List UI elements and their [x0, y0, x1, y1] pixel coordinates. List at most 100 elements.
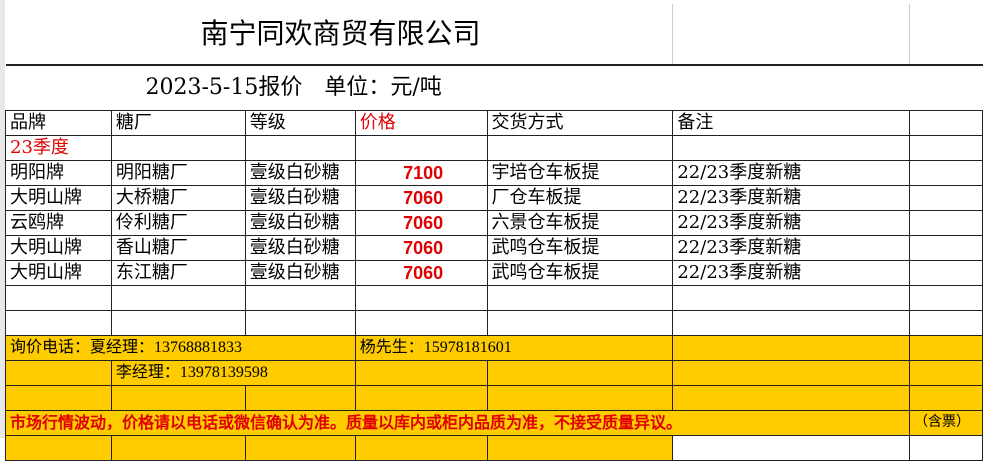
cell[interactable] — [672, 335, 911, 361]
header-notes[interactable]: 备注 — [672, 110, 911, 136]
cell-price[interactable]: 7100 — [354, 160, 488, 186]
cell-price[interactable]: 7060 — [354, 210, 488, 236]
header-grade[interactable]: 等级 — [244, 110, 356, 136]
cell[interactable] — [909, 285, 983, 311]
cell[interactable] — [486, 285, 674, 311]
cell[interactable] — [672, 310, 911, 336]
cell[interactable] — [244, 310, 356, 336]
cell-factory[interactable]: 大桥糖厂 — [110, 185, 246, 211]
cell-notes[interactable]: 22/23季度新糖 — [672, 160, 911, 186]
cell[interactable] — [354, 360, 488, 386]
cell-grade[interactable]: 壹级白砂糖 — [244, 260, 356, 286]
cell[interactable] — [486, 385, 674, 411]
cell-factory[interactable]: 明阳糖厂 — [110, 160, 246, 186]
cell-notes[interactable]: 22/23季度新糖 — [672, 185, 911, 211]
spreadsheet: 南宁同欢商贸有限公司 2023-5-15报价 单位：元/吨 品牌 糖厂 等级 价… — [4, 4, 983, 461]
cell-delivery[interactable]: 六景仓车板提 — [486, 210, 674, 236]
cell[interactable] — [110, 310, 246, 336]
cell[interactable] — [909, 260, 983, 286]
company-title[interactable]: 南宁同欢商贸有限公司 — [5, 4, 673, 66]
cell[interactable] — [354, 285, 488, 311]
cell[interactable] — [672, 385, 911, 411]
quote-subtitle[interactable]: 2023-5-15报价 单位：元/吨 — [145, 75, 442, 100]
cell[interactable] — [909, 335, 983, 361]
cell-delivery[interactable]: 武鸣仓车板提 — [486, 260, 674, 286]
cell[interactable] — [672, 4, 910, 66]
contact-xia[interactable]: 询价电话：夏经理：13768881833 — [5, 335, 356, 361]
cell[interactable] — [110, 285, 246, 311]
cell-factory[interactable]: 东江糖厂 — [110, 260, 246, 286]
cell[interactable] — [909, 235, 983, 261]
cell[interactable] — [486, 435, 674, 461]
cell[interactable] — [909, 310, 983, 336]
cell-notes[interactable]: 22/23季度新糖 — [672, 235, 911, 261]
contact-yang[interactable]: 杨先生：15978181601 — [354, 335, 674, 361]
cell[interactable] — [5, 310, 112, 336]
cell[interactable] — [5, 360, 112, 386]
cell[interactable] — [354, 310, 488, 336]
season-label[interactable]: 23季度 — [5, 135, 112, 161]
cell[interactable] — [672, 285, 911, 311]
cell-brand[interactable]: 大明山牌 — [5, 260, 112, 286]
cell-delivery[interactable]: 武鸣仓车板提 — [486, 235, 674, 261]
cell[interactable] — [909, 210, 983, 236]
cell-notes[interactable]: 22/23季度新糖 — [672, 260, 911, 286]
table-row: 大明山牌 东江糖厂 壹级白砂糖 7060 武鸣仓车板提 22/23季度新糖 — [5, 260, 983, 286]
cell-price[interactable]: 7060 — [354, 235, 488, 261]
cell-grade[interactable]: 壹级白砂糖 — [244, 235, 356, 261]
header-factory[interactable]: 糖厂 — [110, 110, 246, 136]
header-price[interactable]: 价格 — [354, 110, 488, 136]
price-table: 南宁同欢商贸有限公司 2023-5-15报价 单位：元/吨 品牌 糖厂 等级 价… — [4, 4, 983, 461]
cell[interactable] — [909, 185, 983, 211]
cell[interactable] — [5, 285, 112, 311]
disclaimer[interactable]: 市场行情波动，价格请以电话或微信确认为准。质量以库内或柜内品质为准，不接受质量异… — [4, 410, 911, 436]
cell[interactable] — [909, 110, 983, 136]
table-row: 大明山牌 大桥糖厂 壹级白砂糖 7060 厂仓车板提 22/23季度新糖 — [5, 185, 983, 211]
cell-factory[interactable]: 香山糖厂 — [110, 235, 246, 261]
cell-grade[interactable]: 壹级白砂糖 — [244, 160, 356, 186]
cell-delivery[interactable]: 厂仓车板提 — [486, 185, 674, 211]
cell-notes[interactable]: 22/23季度新糖 — [672, 210, 911, 236]
cell[interactable] — [909, 135, 983, 161]
cell[interactable] — [909, 160, 983, 186]
cell-grade[interactable]: 壹级白砂糖 — [244, 210, 356, 236]
cell[interactable] — [244, 435, 356, 461]
cell[interactable] — [354, 385, 488, 411]
cell-brand[interactable]: 明阳牌 — [5, 160, 112, 186]
cell[interactable] — [354, 135, 488, 161]
cell-brand[interactable]: 大明山牌 — [5, 185, 112, 211]
cell-price[interactable]: 7060 — [354, 260, 488, 286]
cell[interactable] — [672, 135, 911, 161]
cell[interactable] — [244, 285, 356, 311]
cell[interactable] — [672, 435, 911, 461]
cell-grade[interactable]: 壹级白砂糖 — [244, 185, 356, 211]
cell-price[interactable]: 7060 — [354, 185, 488, 211]
cell[interactable] — [5, 385, 112, 411]
header-row: 品牌 糖厂 等级 价格 交货方式 备注 — [5, 110, 983, 136]
cell-brand[interactable]: 大明山牌 — [5, 235, 112, 261]
cell[interactable] — [110, 385, 246, 411]
cell[interactable] — [5, 435, 112, 461]
table-row: 云鸥牌 伶利糖厂 壹级白砂糖 7060 六景仓车板提 22/23季度新糖 — [5, 210, 983, 236]
cell[interactable] — [486, 135, 674, 161]
cell[interactable] — [672, 360, 911, 386]
cell[interactable] — [909, 385, 983, 411]
cell[interactable] — [909, 4, 983, 66]
cell-brand[interactable]: 云鸥牌 — [5, 210, 112, 236]
cell[interactable] — [110, 135, 246, 161]
cell[interactable] — [909, 435, 983, 461]
cell[interactable] — [244, 385, 356, 411]
cell[interactable] — [244, 135, 356, 161]
cell-delivery[interactable]: 宇培仓车板提 — [486, 160, 674, 186]
contact-li[interactable]: 李经理：13978139598 — [110, 360, 356, 386]
tax-included[interactable]: （含票） — [909, 410, 983, 436]
cell[interactable] — [486, 310, 674, 336]
cell-factory[interactable]: 伶利糖厂 — [110, 210, 246, 236]
cell[interactable] — [486, 360, 674, 386]
header-brand[interactable]: 品牌 — [5, 110, 112, 136]
cell[interactable] — [909, 360, 983, 386]
cell[interactable] — [110, 435, 246, 461]
cell[interactable] — [354, 435, 488, 461]
header-delivery[interactable]: 交货方式 — [486, 110, 674, 136]
table-row: 明阳牌 明阳糖厂 壹级白砂糖 7100 宇培仓车板提 22/23季度新糖 — [5, 160, 983, 186]
